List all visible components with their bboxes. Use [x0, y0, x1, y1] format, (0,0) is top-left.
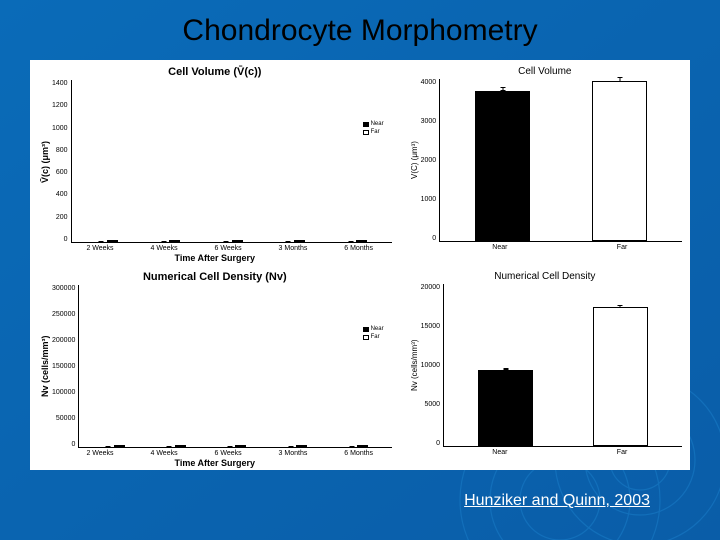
bar: [235, 445, 246, 447]
chart-bl-xlabel: Time After Surgery: [38, 458, 392, 468]
chart-bl-yticks: 050000100000150000200000250000300000: [52, 285, 78, 448]
chart-tr-title: Cell Volume: [408, 66, 682, 77]
bar-group: [96, 240, 118, 242]
bar-group: [221, 240, 243, 242]
bar: [592, 81, 647, 241]
bar: [107, 240, 118, 242]
bar: [169, 240, 180, 242]
chart-tr-xticks: NearFar: [438, 242, 682, 251]
chart-br-title: Numerical Cell Density: [408, 271, 682, 282]
chart-tl-xlabel: Time After Surgery: [38, 253, 392, 263]
chart-bl-plot: NearFar: [78, 285, 391, 448]
chart-tl-ylabel: V̄(c) (μm³): [38, 80, 52, 243]
bar: [475, 91, 530, 241]
bar: [593, 307, 648, 446]
chart-br-plot: [443, 284, 682, 447]
bar: [357, 445, 368, 447]
bar-group: [345, 240, 367, 242]
slide-title: Chondrocyte Morphometry: [0, 14, 720, 48]
chart-top-right: Cell Volume V(C) (μm³) 01000200030004000…: [400, 60, 690, 265]
bar: [114, 445, 125, 447]
figure-panel: Cell Volume (V̄(c)) V̄(c) (μm³) 02004006…: [30, 60, 690, 470]
chart-br-yticks: 05000100001500020000: [421, 284, 443, 447]
chart-tl-xticks: 2 Weeks4 Weeks6 Weeks3 Months6 Months: [68, 243, 392, 252]
bar: [232, 240, 243, 242]
chart-tr-ylabel: V(C) (μm³): [408, 79, 421, 242]
chart-tr-plot: [439, 79, 682, 242]
bar-group: [224, 445, 246, 447]
bar: [294, 240, 305, 242]
chart-bl-xticks: 2 Weeks4 Weeks6 Weeks3 Months6 Months: [68, 448, 392, 457]
bar-group: [283, 240, 305, 242]
bar: [175, 445, 186, 447]
chart-tl-yticks: 0200400600800100012001400: [52, 80, 71, 243]
citation: Hunziker and Quinn, 2003: [464, 492, 650, 510]
chart-bl-ylabel: Nv (cells/mm³): [38, 285, 52, 448]
bar-group: [103, 445, 125, 447]
bar-group: [164, 445, 186, 447]
chart-tr-yticks: 01000200030004000: [421, 79, 440, 242]
chart-bl-title: Numerical Cell Density (Nv): [38, 271, 392, 283]
bar: [478, 370, 533, 446]
bar-group: [346, 445, 368, 447]
chart-top-left: Cell Volume (V̄(c)) V̄(c) (μm³) 02004006…: [30, 60, 400, 265]
chart-tl-plot: NearFar: [71, 80, 392, 243]
chart-tl-legend: NearFar: [363, 120, 384, 136]
bar: [296, 445, 307, 447]
chart-br-ylabel: Nv (cells/mm³): [408, 284, 421, 447]
chart-bl-legend: NearFar: [363, 325, 384, 341]
chart-bottom-right: Numerical Cell Density Nv (cells/mm³) 05…: [400, 265, 690, 470]
bar-group: [285, 445, 307, 447]
chart-br-xticks: NearFar: [438, 447, 682, 456]
chart-tl-title: Cell Volume (V̄(c)): [38, 66, 392, 78]
bar-group: [158, 240, 180, 242]
bar: [356, 240, 367, 242]
chart-bottom-left: Numerical Cell Density (Nv) Nv (cells/mm…: [30, 265, 400, 470]
